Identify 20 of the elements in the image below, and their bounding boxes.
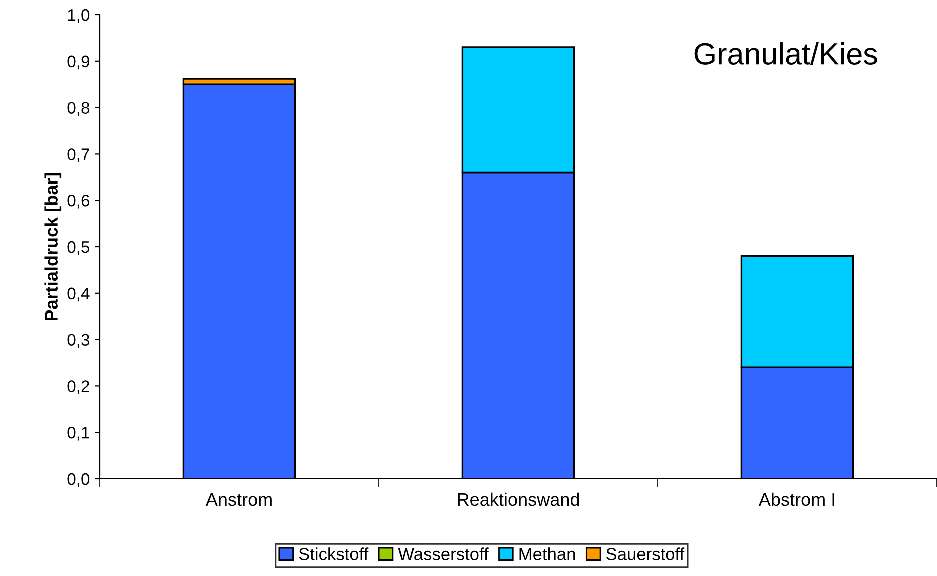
- x-tick-label: Abstrom I: [758, 492, 834, 506]
- y-tick-label: 0,1: [68, 427, 90, 441]
- y-tick-label: 0,8: [68, 102, 90, 116]
- annotation: Granulat/Kies: [694, 42, 878, 65]
- legend-label: Wasserstoff: [398, 548, 489, 560]
- legend-label: Sauerstoff: [606, 548, 685, 560]
- y-tick-label: 0,0: [68, 473, 90, 488]
- y-tick-label: 0,4: [68, 288, 90, 302]
- y-tick-label: 0,2: [68, 380, 90, 394]
- y-tick-label: 1,0: [68, 9, 90, 24]
- y-tick-label: 0,3: [68, 334, 90, 348]
- y-tick-label: 0,9: [68, 56, 90, 70]
- x-tick-label: Anstrom: [206, 494, 272, 506]
- y-tick-label: 0,7: [68, 148, 90, 162]
- y-tick-label: 0,5: [68, 241, 90, 256]
- x-tick-label: Reaktionswand: [458, 492, 580, 506]
- y-axis-title: Partialdruck [bar]: [44, 173, 62, 321]
- legend-label: Methan: [520, 548, 576, 560]
- y-tick-label: 0,6: [68, 195, 90, 209]
- legend-label: Stickstoff: [299, 548, 369, 560]
